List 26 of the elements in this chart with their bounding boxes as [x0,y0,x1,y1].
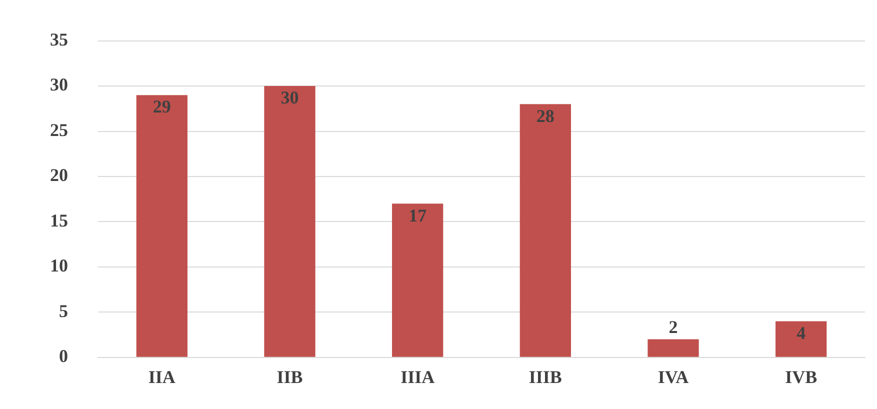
bar [392,204,444,357]
y-tick-label: 10 [50,256,68,276]
data-label: 29 [152,96,171,117]
data-label: 17 [408,205,427,226]
y-tick-label: 25 [50,120,68,140]
y-tick-label: 20 [50,165,68,186]
data-label: 4 [796,322,806,343]
x-tick-label: IIA [148,366,176,387]
y-tick-label: 5 [59,300,68,321]
bar [520,104,571,357]
x-tick-label: IIB [276,366,303,387]
x-tick-label: IVA [658,366,689,387]
data-label: 30 [280,88,299,108]
y-tick-label: 35 [50,29,68,50]
bar [776,321,827,357]
bar [264,86,316,357]
y-tick-label: 30 [50,74,68,95]
x-tick-label: IIIB [528,366,562,387]
bar [136,95,188,357]
data-label: 28 [536,106,554,126]
x-tick-label: IIIA [400,366,435,387]
bar [648,339,699,357]
x-tick-label: IVB [785,366,818,387]
data-label: 2 [668,316,678,337]
y-tick-label: 0 [59,346,68,366]
y-tick-label: 15 [50,210,68,230]
